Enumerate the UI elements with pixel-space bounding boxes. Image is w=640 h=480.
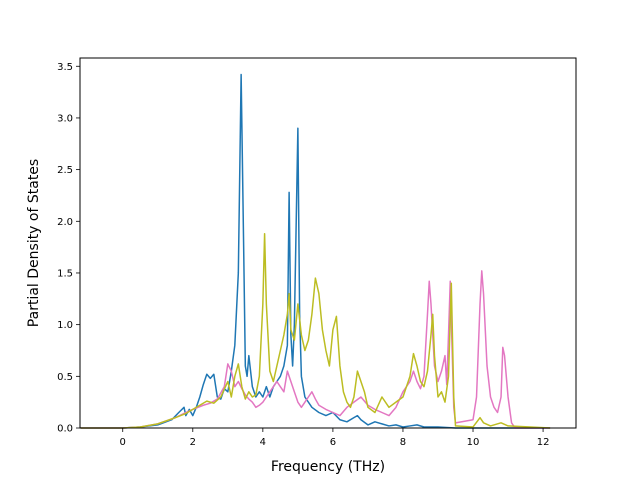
x-tick-label: 12 bbox=[537, 437, 550, 448]
y-tick-label: 3.5 bbox=[57, 62, 73, 73]
x-tick-label: 10 bbox=[467, 437, 480, 448]
y-tick-label: 1.0 bbox=[57, 320, 73, 331]
y-tick-label: 2.0 bbox=[57, 217, 73, 228]
plot-frame bbox=[79, 57, 577, 429]
x-tick-label: 2 bbox=[190, 437, 196, 448]
x-tick-label: 4 bbox=[260, 437, 266, 448]
series-line-2 bbox=[80, 232, 551, 429]
series-line-0 bbox=[80, 73, 551, 429]
x-tick-label: 0 bbox=[120, 437, 126, 448]
y-tick-label: 1.5 bbox=[57, 268, 73, 279]
x-axis-title: Frequency (THz) bbox=[271, 459, 385, 475]
series-line-1 bbox=[80, 270, 551, 429]
x-ticks: 0 2 4 6 8 10 12 bbox=[120, 428, 550, 448]
y-axis-title: Partial Density of States bbox=[26, 159, 42, 327]
y-tick-label: 0.0 bbox=[57, 424, 73, 435]
plot-lines bbox=[80, 73, 551, 429]
y-tick-label: 2.5 bbox=[57, 165, 73, 176]
x-tick-label: 6 bbox=[330, 437, 336, 448]
y-tick-label: 3.0 bbox=[57, 113, 73, 124]
y-tick-label: 0.5 bbox=[57, 372, 73, 383]
y-ticks: 0.0 0.5 1.0 1.5 2.0 2.5 3.0 3.5 bbox=[57, 62, 80, 435]
x-tick-label: 8 bbox=[400, 437, 406, 448]
